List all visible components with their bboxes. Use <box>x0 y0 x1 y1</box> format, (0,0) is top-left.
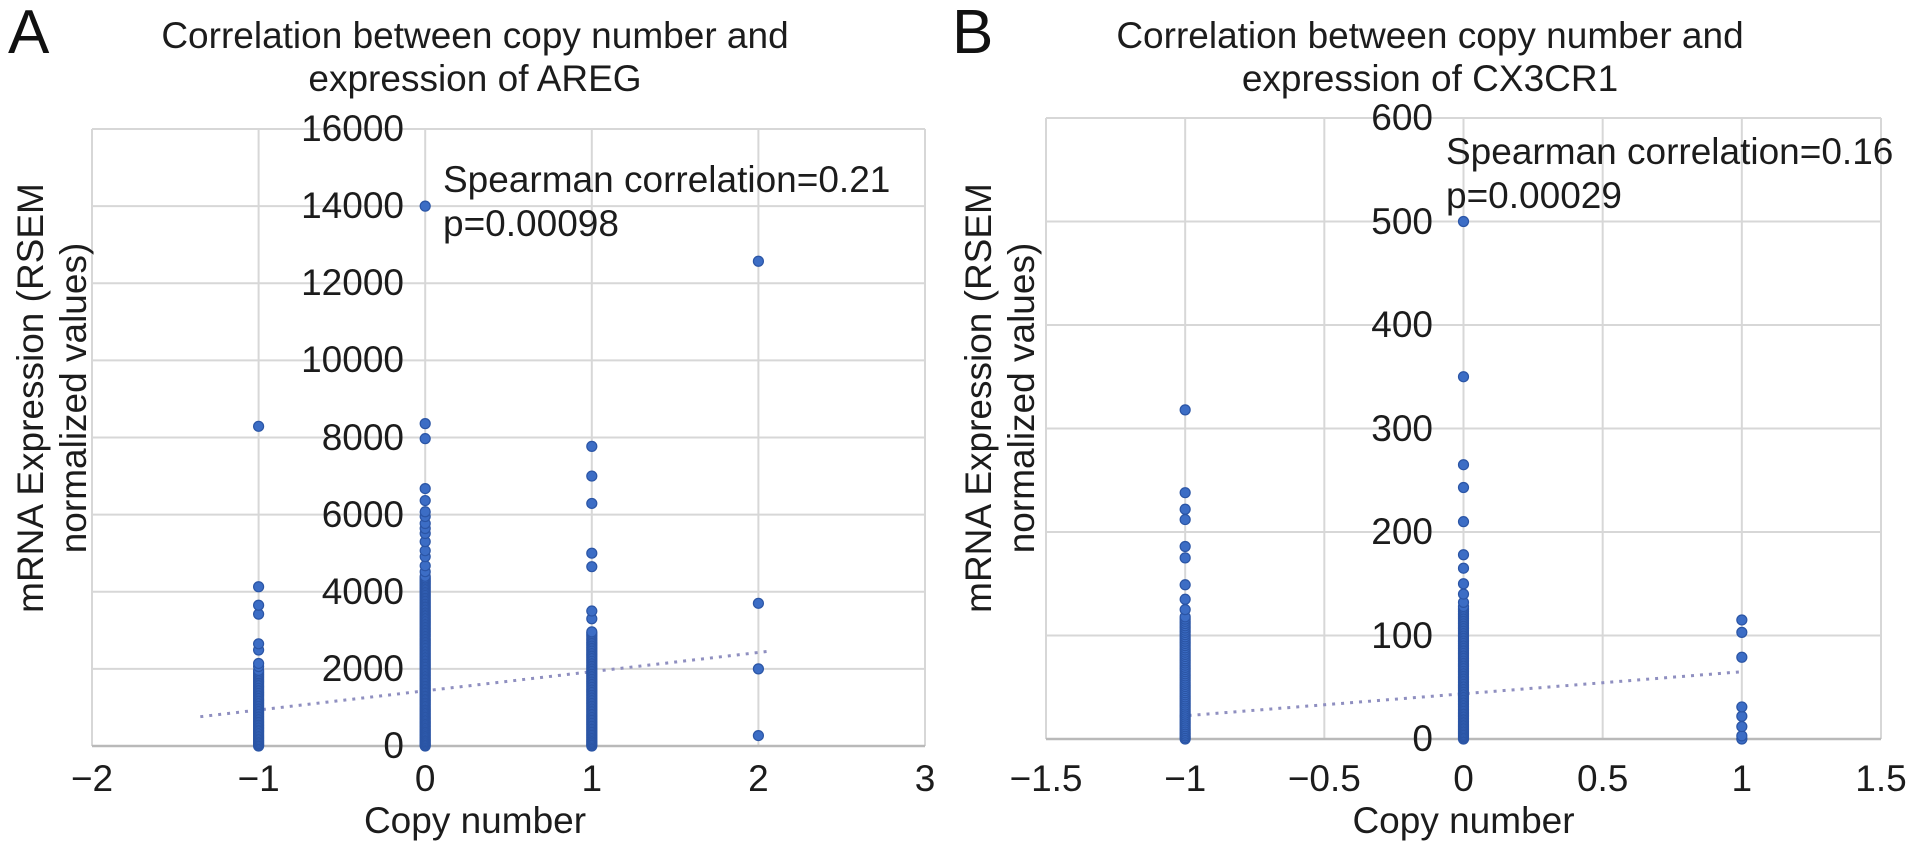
y-tick-label: 600 <box>1371 97 1433 138</box>
panel-a-annotation: Spearman correlation=0.21 p=0.00098 <box>443 158 890 246</box>
x-tick-label: 3 <box>914 758 936 799</box>
panel-a-title-line1: Correlation between copy number and <box>161 15 789 56</box>
y-tick-label: 0 <box>1412 718 1433 759</box>
y-tick-label: 16000 <box>301 108 404 149</box>
x-tick-label: −1.5 <box>1009 758 1083 799</box>
y-tick-label: 4000 <box>321 570 404 612</box>
panel-a-x-axis-label: Copy number <box>363 800 587 841</box>
y-tick-label: 200 <box>1371 511 1433 552</box>
y-tick-label: 400 <box>1371 304 1433 345</box>
x-tick-label: 0.5 <box>1576 758 1629 799</box>
panel-b-annotation: Spearman correlation=0.16 p=0.00029 <box>1446 130 1893 218</box>
x-tick-label: 0 <box>414 758 436 799</box>
y-tick-label: 2000 <box>321 647 404 689</box>
x-tick-label: −2 <box>70 758 114 799</box>
panel-b-x-axis-label: Copy number <box>1352 800 1575 841</box>
panel-b-spearman-text: Spearman correlation=0.16 <box>1446 131 1894 172</box>
x-tick-label: 1 <box>581 758 603 799</box>
panel-b-title-line1: Correlation between copy number and <box>1116 15 1744 56</box>
x-tick-label: 1 <box>1731 758 1753 799</box>
panel-a-y-axis-label: mRNA Expression (RSEM normalized values) <box>10 183 94 613</box>
y-tick-label: 300 <box>1371 407 1433 449</box>
x-tick-label: −1 <box>1164 758 1207 799</box>
panel-b-plot <box>1045 117 1882 745</box>
x-tick-label: 0 <box>1453 758 1474 799</box>
panel-a-plot <box>91 128 926 752</box>
y-tick-label: 6000 <box>321 493 404 535</box>
x-tick-label: −1 <box>237 758 280 799</box>
panel-a-pvalue-text: p=0.00098 <box>443 203 619 244</box>
panel-b-letter: B <box>952 0 994 67</box>
panel-b-y-axis-label: mRNA Expression (RSEM normalized values) <box>958 183 1042 613</box>
y-tick-label: 500 <box>1371 200 1433 242</box>
y-tick-label: 0 <box>383 725 404 766</box>
y-tick-label: 10000 <box>301 339 404 381</box>
panel-a-spearman-text: Spearman correlation=0.21 <box>443 159 891 200</box>
panel-a-title: Correlation between copy number and expr… <box>60 14 890 100</box>
y-tick-label: 14000 <box>301 185 404 227</box>
x-tick-label: −0.5 <box>1287 758 1361 799</box>
x-tick-label: 1.5 <box>1855 758 1907 799</box>
panel-b-pvalue-text: p=0.00029 <box>1446 175 1622 216</box>
y-tick-label: 8000 <box>321 416 404 458</box>
x-tick-label: 2 <box>748 758 769 799</box>
panel-b-title-line2: expression of CX3CR1 <box>1241 58 1619 99</box>
y-tick-label: 100 <box>1371 614 1433 656</box>
panel-a-letter: A <box>8 0 50 67</box>
panel-b-title: Correlation between copy number and expr… <box>1000 14 1860 100</box>
panel-a-title-line2: expression of AREG <box>308 58 642 99</box>
y-tick-label: 12000 <box>301 262 404 304</box>
